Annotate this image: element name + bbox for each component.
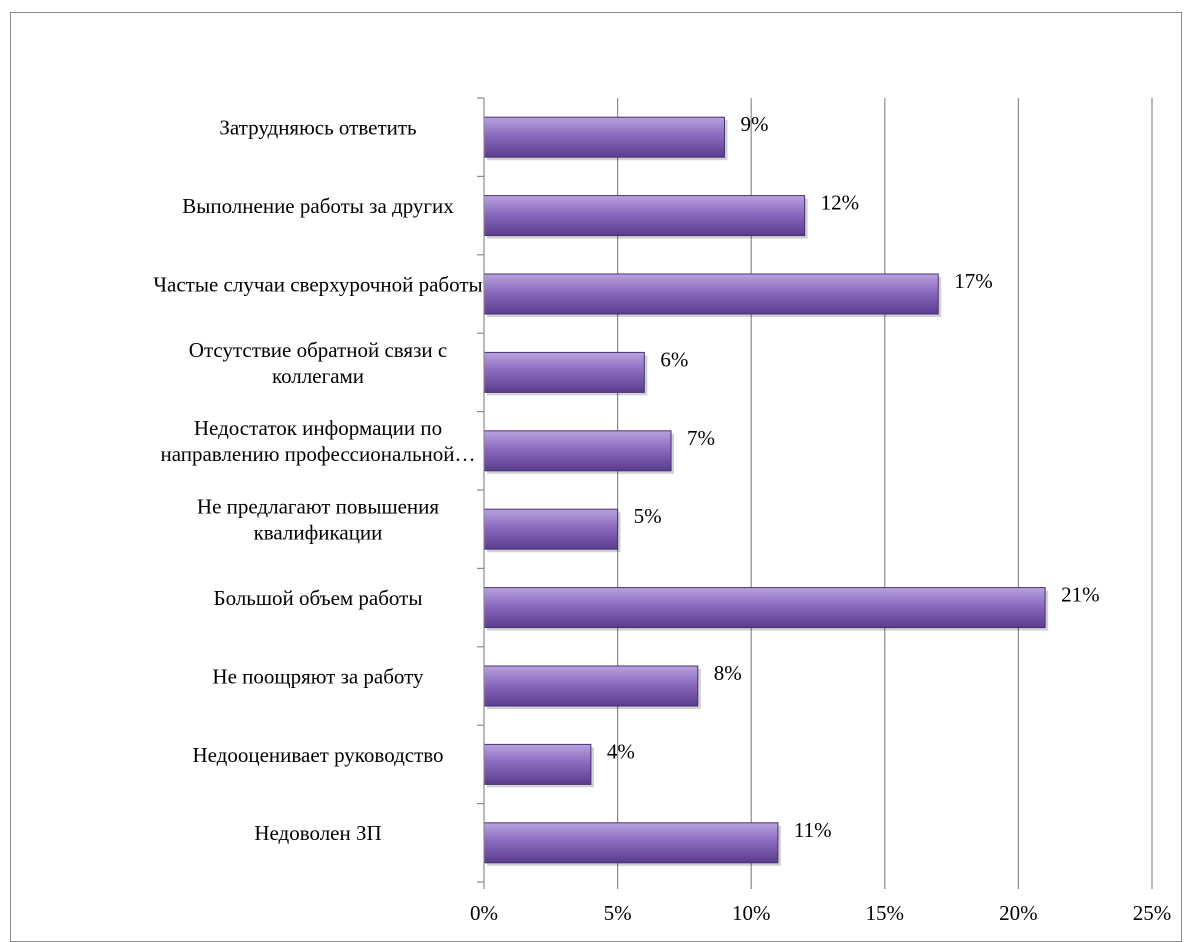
data-label: 6% (660, 347, 688, 371)
category-label: Выполнение работы за других (182, 194, 454, 218)
bars (483, 116, 1049, 866)
category-label: Недооценивает руководство (192, 743, 443, 767)
bar (483, 195, 806, 237)
bar (483, 116, 725, 158)
bar (483, 508, 619, 550)
category-label: Недоволен ЗП (254, 821, 381, 845)
category-label: коллегами (272, 364, 364, 388)
category-label: Не предлагают повышения (197, 495, 440, 519)
data-label: 5% (634, 504, 662, 528)
data-label: 7% (687, 426, 715, 450)
data-label: 9% (740, 112, 768, 136)
bar (483, 273, 939, 315)
category-label: Затрудняюсь ответить (219, 116, 416, 140)
category-label: Отсутствие обратной связи с (189, 338, 447, 362)
bar (483, 743, 592, 785)
x-tick-label: 15% (866, 901, 905, 925)
axes (477, 97, 1153, 889)
data-label: 17% (954, 269, 993, 293)
data-label: 12% (821, 191, 860, 215)
x-tick-label: 25% (1133, 901, 1172, 925)
data-label: 4% (607, 739, 635, 763)
data-label: 8% (714, 661, 742, 685)
category-label: Не поощряют за работу (212, 664, 424, 688)
bar (483, 822, 779, 864)
bar (483, 351, 645, 393)
data-label: 21% (1061, 583, 1100, 607)
category-label: Недостаток информации по (194, 416, 442, 440)
category-label: Большой объем работы (214, 586, 423, 610)
bar (483, 665, 699, 707)
x-tick-label: 0% (470, 901, 498, 925)
data-label: 11% (794, 818, 832, 842)
x-tick-label: 20% (999, 901, 1038, 925)
category-label: квалификации (254, 521, 383, 545)
category-label: Частые случаи сверхурочной работы (153, 272, 482, 296)
bar (483, 430, 672, 472)
labels: 0% 5% 10% 15% 20% 25% 9% Затрудняюсь ответить 12… (153, 112, 1171, 925)
bar (483, 587, 1046, 629)
category-label: направлению профессиональной… (160, 442, 475, 466)
x-tick-label: 5% (604, 901, 632, 925)
x-tick-label: 10% (732, 901, 771, 925)
